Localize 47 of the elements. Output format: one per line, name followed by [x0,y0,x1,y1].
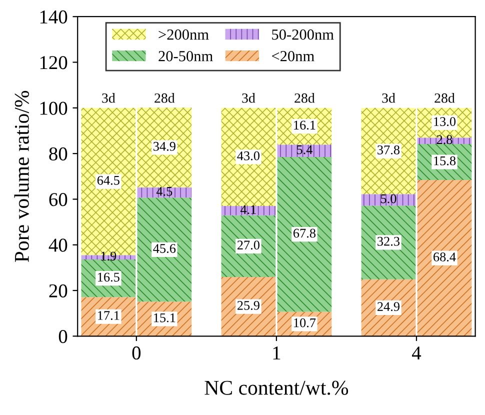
data-label: 5.4 [296,145,312,154]
y-tick-label: 120 [40,56,68,70]
y-tick-label: 80 [49,147,68,160]
data-label: 15.8 [434,156,456,166]
x-tick-label: 3d [242,93,256,103]
y-axis-title: Pore volume ratio/% [14,90,29,262]
y-tick-label: 0 [58,330,68,344]
data-label: 1.9 [101,252,116,261]
legend-label: <20nm [272,51,314,62]
data-label: 17.1 [98,311,120,320]
legend-label: 20-50nm [158,51,213,62]
data-label: 68.4 [434,252,456,262]
y-tick-label: 40 [48,238,68,252]
x-tick-label: 28d [434,93,455,103]
y-tick-label: 20 [49,284,68,298]
text: 0 [132,346,141,360]
text: 1 [273,346,280,360]
data-label: 64.5 [97,176,120,185]
data-label: 43.0 [237,151,260,160]
data-label: 2.8 [436,135,452,144]
y-tick-label: 100 [40,102,68,115]
data-label: 45.6 [153,244,176,254]
text: 4 [412,346,422,360]
data-label: 27.0 [237,240,260,250]
legend-label: >200nm [158,29,209,40]
data-label: 37.8 [378,145,400,154]
legend-label: 50-200nm [272,29,334,40]
x-tick-label: 28d [154,93,175,103]
data-label: 5.0 [381,194,396,204]
data-label: 4.1 [240,205,256,214]
x-axis-title: NC content/wt.% [204,380,348,395]
data-label: 25.9 [237,301,260,310]
data-label: 67.8 [293,228,316,238]
data-label: 16.5 [98,272,120,282]
data-label: 4.5 [156,186,172,196]
x-tick-label: 28d [294,93,315,103]
data-label: 10.7 [294,318,316,328]
x-tick-label: 3d [382,93,396,103]
x-tick-label: 3d [102,93,116,103]
data-label: 15.1 [154,313,176,322]
data-label: 32.3 [378,236,400,246]
data-label: 16.1 [294,120,316,130]
data-label: 13.0 [434,117,456,126]
data-label: 24.9 [378,302,400,312]
data-label: 34.9 [154,142,176,151]
y-tick-label: 140 [40,10,68,24]
y-tick-label: 60 [49,193,68,206]
